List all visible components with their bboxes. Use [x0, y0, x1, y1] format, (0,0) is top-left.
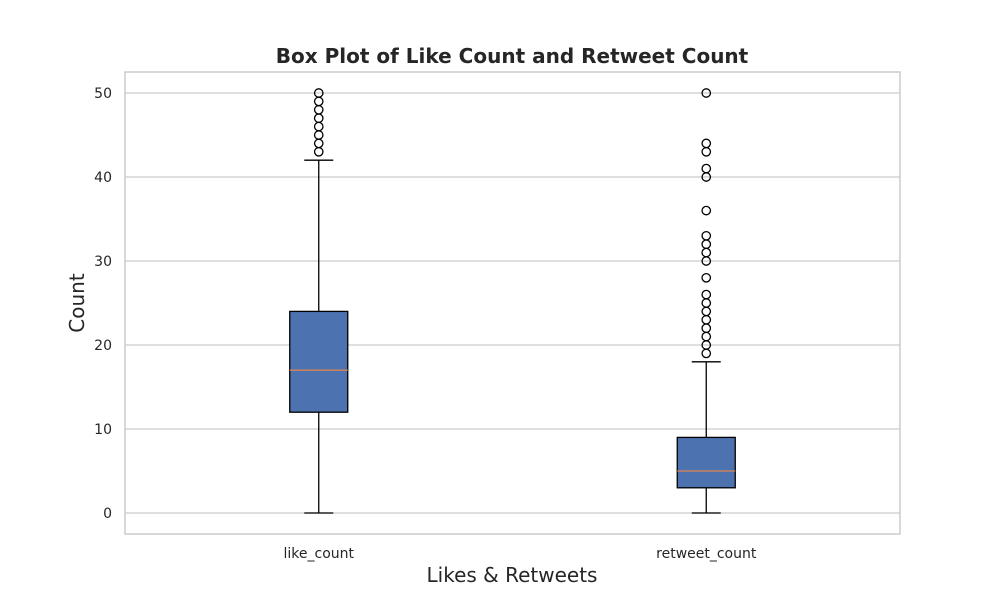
- outlier-point: [701, 348, 712, 359]
- box-group-like-count: [289, 88, 349, 514]
- outlier-point: [701, 306, 712, 317]
- outlier-point: [701, 146, 712, 157]
- outlier-point: [701, 138, 712, 149]
- tick-layer: 0 10 20 30 40 50 like_count retweet_count: [94, 86, 757, 562]
- x-tick-label: retweet_count: [656, 546, 757, 562]
- outlier-point: [313, 113, 324, 124]
- outlier-point: [313, 138, 324, 149]
- outlier-point: [313, 130, 324, 140]
- outlier-point: [701, 272, 712, 283]
- iqr-box: [676, 436, 736, 489]
- y-tick-label: 40: [94, 170, 112, 186]
- outlier-point: [701, 239, 712, 250]
- outlier-point: [701, 247, 712, 258]
- iqr-box: [289, 310, 349, 413]
- outlier-point: [701, 230, 712, 241]
- y-tick-label: 50: [94, 86, 112, 102]
- outlier-point: [701, 298, 712, 308]
- outlier-point: [701, 205, 712, 216]
- box-layer: [289, 88, 736, 514]
- chart-title: Box Plot of Like Count and Retweet Count: [276, 44, 749, 68]
- y-axis-label: Count: [65, 273, 89, 333]
- outlier-point: [701, 88, 712, 98]
- y-tick-label: 30: [94, 254, 112, 270]
- outlier-point: [701, 289, 712, 300]
- x-axis-label: Likes & Retweets: [427, 563, 598, 587]
- x-tick-label: like_count: [284, 546, 355, 562]
- outlier-point: [701, 314, 712, 325]
- outlier-point: [701, 163, 712, 174]
- outlier-point: [313, 146, 324, 157]
- y-tick-label: 0: [103, 506, 112, 522]
- y-tick-label: 20: [94, 338, 112, 354]
- outlier-point: [701, 323, 712, 334]
- grid-layer: [125, 92, 900, 514]
- outlier-point: [313, 96, 324, 107]
- y-tick-label: 10: [94, 422, 112, 438]
- outlier-point: [313, 88, 324, 98]
- plot-frame: [124, 71, 901, 535]
- outlier-point: [701, 331, 712, 342]
- outlier-point: [313, 104, 324, 115]
- box-group-retweet-count: [676, 88, 736, 514]
- outlier-point: [313, 121, 324, 132]
